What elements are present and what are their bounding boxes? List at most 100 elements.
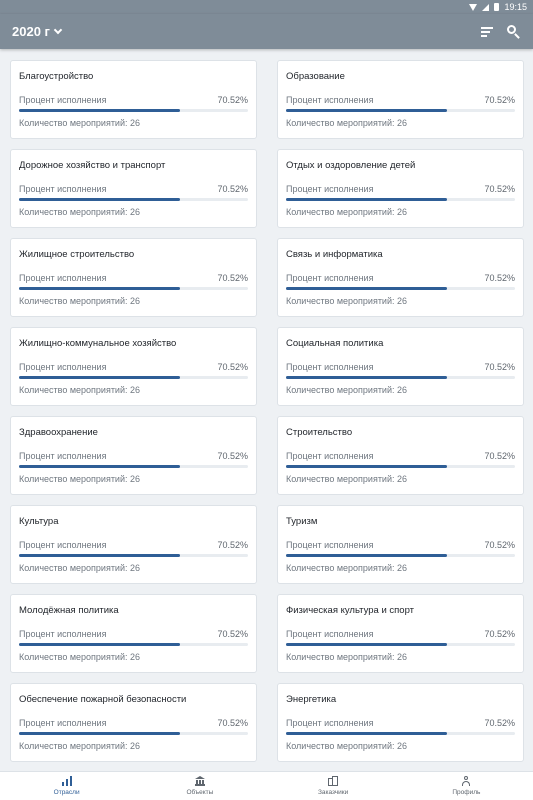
percent-label: Процент исполнения: [19, 362, 107, 372]
percent-label: Процент исполнения: [19, 629, 107, 639]
status-bar: 19:15: [0, 0, 533, 14]
sector-title: Образование: [286, 71, 345, 82]
progress-bar: [286, 554, 515, 557]
battery-icon: [494, 3, 500, 11]
percent-label: Процент исполнения: [19, 451, 107, 461]
sector-title: Энергетика: [286, 694, 337, 705]
percent-value: 70.52%: [484, 273, 515, 283]
percent-label: Процент исполнения: [286, 362, 374, 372]
sector-card[interactable]: Здравоохранение Процент исполнения 70.52…: [10, 416, 257, 495]
sector-card[interactable]: Дорожное хозяйство и транспорт Процент и…: [10, 149, 257, 228]
progress-bar-fill: [286, 732, 448, 735]
percent-row: Процент исполнения 70.52%: [19, 95, 248, 106]
sector-title: Туризм: [286, 516, 318, 527]
percent-value: 70.52%: [484, 95, 515, 105]
sector-title: Строительство: [286, 427, 353, 438]
sector-card[interactable]: Физическая культура и спорт Процент испо…: [277, 594, 524, 673]
events-count: Количество мероприятий: 26: [19, 296, 141, 306]
progress-bar-fill: [286, 643, 448, 646]
progress-bar-fill: [19, 376, 181, 379]
events-count: Количество мероприятий: 26: [286, 563, 408, 573]
events-count: Количество мероприятий: 26: [286, 741, 408, 751]
percent-label: Процент исполнения: [286, 540, 374, 550]
progress-bar: [19, 465, 248, 468]
events-count: Количество мероприятий: 26: [19, 563, 141, 573]
percent-row: Процент исполнения 70.52%: [286, 362, 515, 373]
sector-card[interactable]: Туризм Процент исполнения 70.52% Количес…: [277, 505, 524, 584]
percent-row: Процент исполнения 70.52%: [19, 629, 248, 640]
percent-row: Процент исполнения 70.52%: [19, 540, 248, 551]
sector-title: Связь и информатика: [286, 249, 383, 260]
progress-bar: [19, 287, 248, 290]
progress-bar: [286, 376, 515, 379]
percent-value: 70.52%: [217, 540, 248, 550]
search-icon[interactable]: [507, 24, 521, 39]
percent-value: 70.52%: [217, 451, 248, 461]
progress-bar-fill: [19, 465, 181, 468]
sector-title: Обеспечение пожарной безопасности: [19, 694, 187, 705]
nav-item-0[interactable]: Отрасли: [0, 772, 133, 800]
status-time: 19:15: [504, 2, 527, 12]
sector-card[interactable]: Связь и информатика Процент исполнения 7…: [277, 238, 524, 317]
percent-value: 70.52%: [484, 362, 515, 372]
events-count: Количество мероприятий: 26: [286, 118, 408, 128]
sector-card[interactable]: Социальная политика Процент исполнения 7…: [277, 327, 524, 406]
progress-bar: [19, 643, 248, 646]
sector-title: Молодёжная политика: [19, 605, 119, 616]
sector-card[interactable]: Жилищно-коммунальное хозяйство Процент и…: [10, 327, 257, 406]
progress-bar: [286, 287, 515, 290]
nav-item-1[interactable]: Объекты: [133, 772, 266, 800]
percent-label: Процент исполнения: [286, 718, 374, 728]
sector-card[interactable]: Культура Процент исполнения 70.52% Колич…: [10, 505, 257, 584]
percent-label: Процент исполнения: [19, 95, 107, 105]
nav-label: Объекты: [186, 789, 214, 796]
percent-row: Процент исполнения 70.52%: [286, 629, 515, 640]
percent-row: Процент исполнения 70.52%: [286, 451, 515, 462]
sector-card[interactable]: Жилищное строительство Процент исполнени…: [10, 238, 257, 317]
percent-row: Процент исполнения 70.52%: [286, 184, 515, 195]
percent-label: Процент исполнения: [286, 451, 374, 461]
progress-bar: [19, 109, 248, 112]
sector-card[interactable]: Благоустройство Процент исполнения 70.52…: [10, 60, 257, 139]
percent-value: 70.52%: [484, 184, 515, 194]
events-count: Количество мероприятий: 26: [286, 207, 408, 217]
nav-item-3[interactable]: Профиль: [400, 772, 533, 800]
events-count: Количество мероприятий: 26: [286, 296, 408, 306]
sector-title: Социальная политика: [286, 338, 384, 349]
percent-label: Процент исполнения: [286, 95, 374, 105]
progress-bar-fill: [286, 554, 448, 557]
sector-card[interactable]: Энергетика Процент исполнения 70.52% Кол…: [277, 683, 524, 762]
progress-bar: [286, 732, 515, 735]
sector-card[interactable]: Образование Процент исполнения 70.52% Ко…: [277, 60, 524, 139]
nav-item-2[interactable]: Заказчики: [267, 772, 400, 800]
events-count: Количество мероприятий: 26: [286, 474, 408, 484]
percent-label: Процент исполнения: [19, 273, 107, 283]
progress-bar-fill: [286, 198, 448, 201]
percent-value: 70.52%: [217, 273, 248, 283]
progress-bar: [286, 109, 515, 112]
chevron-down-icon: [53, 25, 63, 34]
filter-icon[interactable]: [481, 25, 495, 39]
percent-label: Процент исполнения: [286, 184, 374, 194]
sector-card[interactable]: Строительство Процент исполнения 70.52% …: [277, 416, 524, 495]
sector-card[interactable]: Обеспечение пожарной безопасности Процен…: [10, 683, 257, 762]
year-selector[interactable]: 2020 г: [12, 24, 63, 39]
percent-value: 70.52%: [484, 451, 515, 461]
percent-label: Процент исполнения: [19, 540, 107, 550]
percent-value: 70.52%: [484, 629, 515, 639]
percent-row: Процент исполнения 70.52%: [286, 718, 515, 729]
nav-label: Профиль: [452, 789, 481, 796]
progress-bar: [286, 198, 515, 201]
percent-row: Процент исполнения 70.52%: [19, 718, 248, 729]
sector-card[interactable]: Молодёжная политика Процент исполнения 7…: [10, 594, 257, 673]
progress-bar: [19, 554, 248, 557]
sector-title: Благоустройство: [19, 71, 94, 82]
sector-title: Здравоохранение: [19, 427, 98, 438]
percent-value: 70.52%: [217, 718, 248, 728]
app-bar: 2020 г: [0, 14, 533, 49]
events-count: Количество мероприятий: 26: [19, 207, 141, 217]
percent-value: 70.52%: [484, 540, 515, 550]
bottom-navigation: Отрасли Объекты Заказчики Профиль: [0, 771, 533, 800]
year-label: 2020 г: [12, 24, 50, 39]
sector-card[interactable]: Отдых и оздоровление детей Процент испол…: [277, 149, 524, 228]
